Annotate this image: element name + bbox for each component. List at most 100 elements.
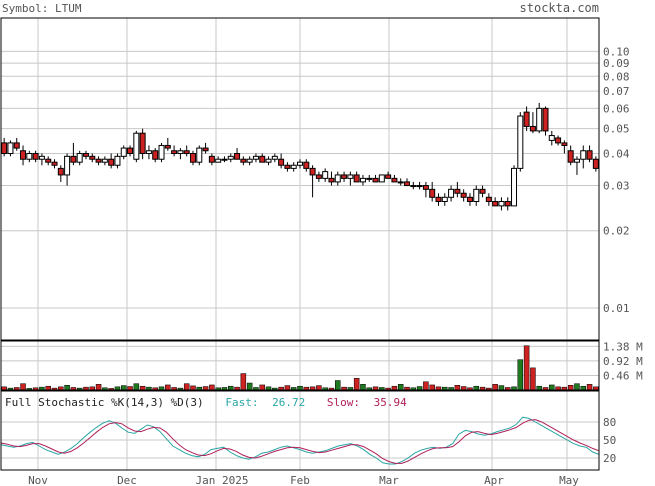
slow-value: 35.94 <box>374 396 407 409</box>
volume-bar <box>353 378 360 391</box>
candle <box>127 145 134 157</box>
candle-body <box>227 155 234 160</box>
candle <box>20 145 27 166</box>
stochastic-lines <box>0 416 600 465</box>
stochastic-y-tick-label: 80 <box>603 416 616 429</box>
candle <box>334 171 341 186</box>
volume-bar <box>586 384 593 391</box>
candle <box>145 145 152 160</box>
candle <box>454 181 461 198</box>
candle-body <box>580 150 587 160</box>
candle <box>171 145 178 157</box>
volume-bar <box>64 385 70 391</box>
candle-body <box>511 167 518 207</box>
candle <box>7 140 14 157</box>
candle <box>51 159 58 169</box>
candle-body <box>45 158 52 163</box>
candle-body <box>473 188 480 203</box>
candle-body <box>548 135 555 141</box>
candle-body <box>303 161 310 169</box>
candle-body <box>284 164 291 169</box>
stochastic-header: Full Stochastic %K(14,3) %D(3) Fast: 26.… <box>5 391 407 410</box>
candle-body <box>234 153 241 160</box>
candle <box>278 153 285 169</box>
volume-bar <box>391 385 398 391</box>
volume-bars <box>1 345 599 391</box>
symbol-label: Symbol: LTUM <box>2 2 82 15</box>
x-tick-label: Nov <box>28 474 48 486</box>
candle-body <box>240 158 247 163</box>
fast-label: Fast: <box>225 396 258 409</box>
volume-bar <box>139 385 146 391</box>
candle-body <box>259 155 266 163</box>
candle <box>479 185 486 198</box>
candle <box>196 145 203 166</box>
candle <box>466 193 473 206</box>
candle-body <box>422 185 429 190</box>
candle <box>246 156 253 166</box>
candle-body <box>26 153 33 160</box>
candle <box>460 189 467 202</box>
candle-body <box>82 153 89 157</box>
candle-body <box>561 142 568 146</box>
candle-body <box>278 158 285 166</box>
candle-body <box>435 196 442 203</box>
candle <box>492 197 499 207</box>
candle <box>536 102 543 134</box>
candle <box>573 156 580 175</box>
candle <box>341 171 348 182</box>
candle-body <box>20 150 27 160</box>
price-y-tick-label: 0.08 <box>603 70 630 83</box>
candle-body <box>586 150 593 160</box>
candle-body <box>158 144 165 160</box>
candle-body <box>164 144 171 149</box>
candle <box>240 156 247 166</box>
candle <box>45 156 52 166</box>
candle <box>284 162 291 172</box>
candle <box>76 150 83 166</box>
candle <box>189 150 196 166</box>
volume-bar <box>95 384 102 391</box>
candle-body <box>177 150 184 155</box>
candle-body <box>441 196 448 203</box>
candle <box>252 153 259 163</box>
price-y-tick-label: 0.04 <box>603 148 630 161</box>
candle-body <box>315 174 322 179</box>
candle-body <box>64 155 71 176</box>
candle-body <box>378 174 385 183</box>
candle <box>504 197 511 211</box>
candle-body <box>189 153 196 163</box>
candle-body <box>334 174 341 183</box>
candle-body <box>523 111 530 127</box>
candle <box>227 153 234 163</box>
candle <box>101 156 108 166</box>
candle-body <box>271 155 278 160</box>
x-tick-label: May <box>559 474 579 486</box>
volume-bar <box>530 367 536 391</box>
x-tick-label: Feb <box>290 474 310 486</box>
candle-body <box>429 188 436 198</box>
candle <box>1 137 8 157</box>
candle <box>548 130 555 146</box>
volume-bar <box>209 384 215 391</box>
candle-body <box>265 158 272 163</box>
volume-bar <box>183 383 190 391</box>
candle <box>82 150 89 160</box>
volume-bar <box>316 385 322 391</box>
candle <box>297 159 303 169</box>
price-y-ticks: 0.01 0.02 0.03 0.04 0.05 0.06 0.07 0.080.090.10 <box>603 45 630 315</box>
candle <box>422 181 429 198</box>
candle-body <box>152 150 159 160</box>
candle <box>322 168 329 182</box>
candle-body <box>145 150 152 155</box>
volume-bar <box>429 384 435 391</box>
volume-bar <box>460 386 467 391</box>
stochastic-panel-frame <box>0 390 600 471</box>
candle <box>234 148 241 160</box>
candle <box>517 112 524 172</box>
price-y-tick-label: 0.06 <box>603 102 630 115</box>
volume-bar <box>335 380 341 391</box>
candle-body <box>108 158 115 166</box>
candle <box>158 142 165 163</box>
